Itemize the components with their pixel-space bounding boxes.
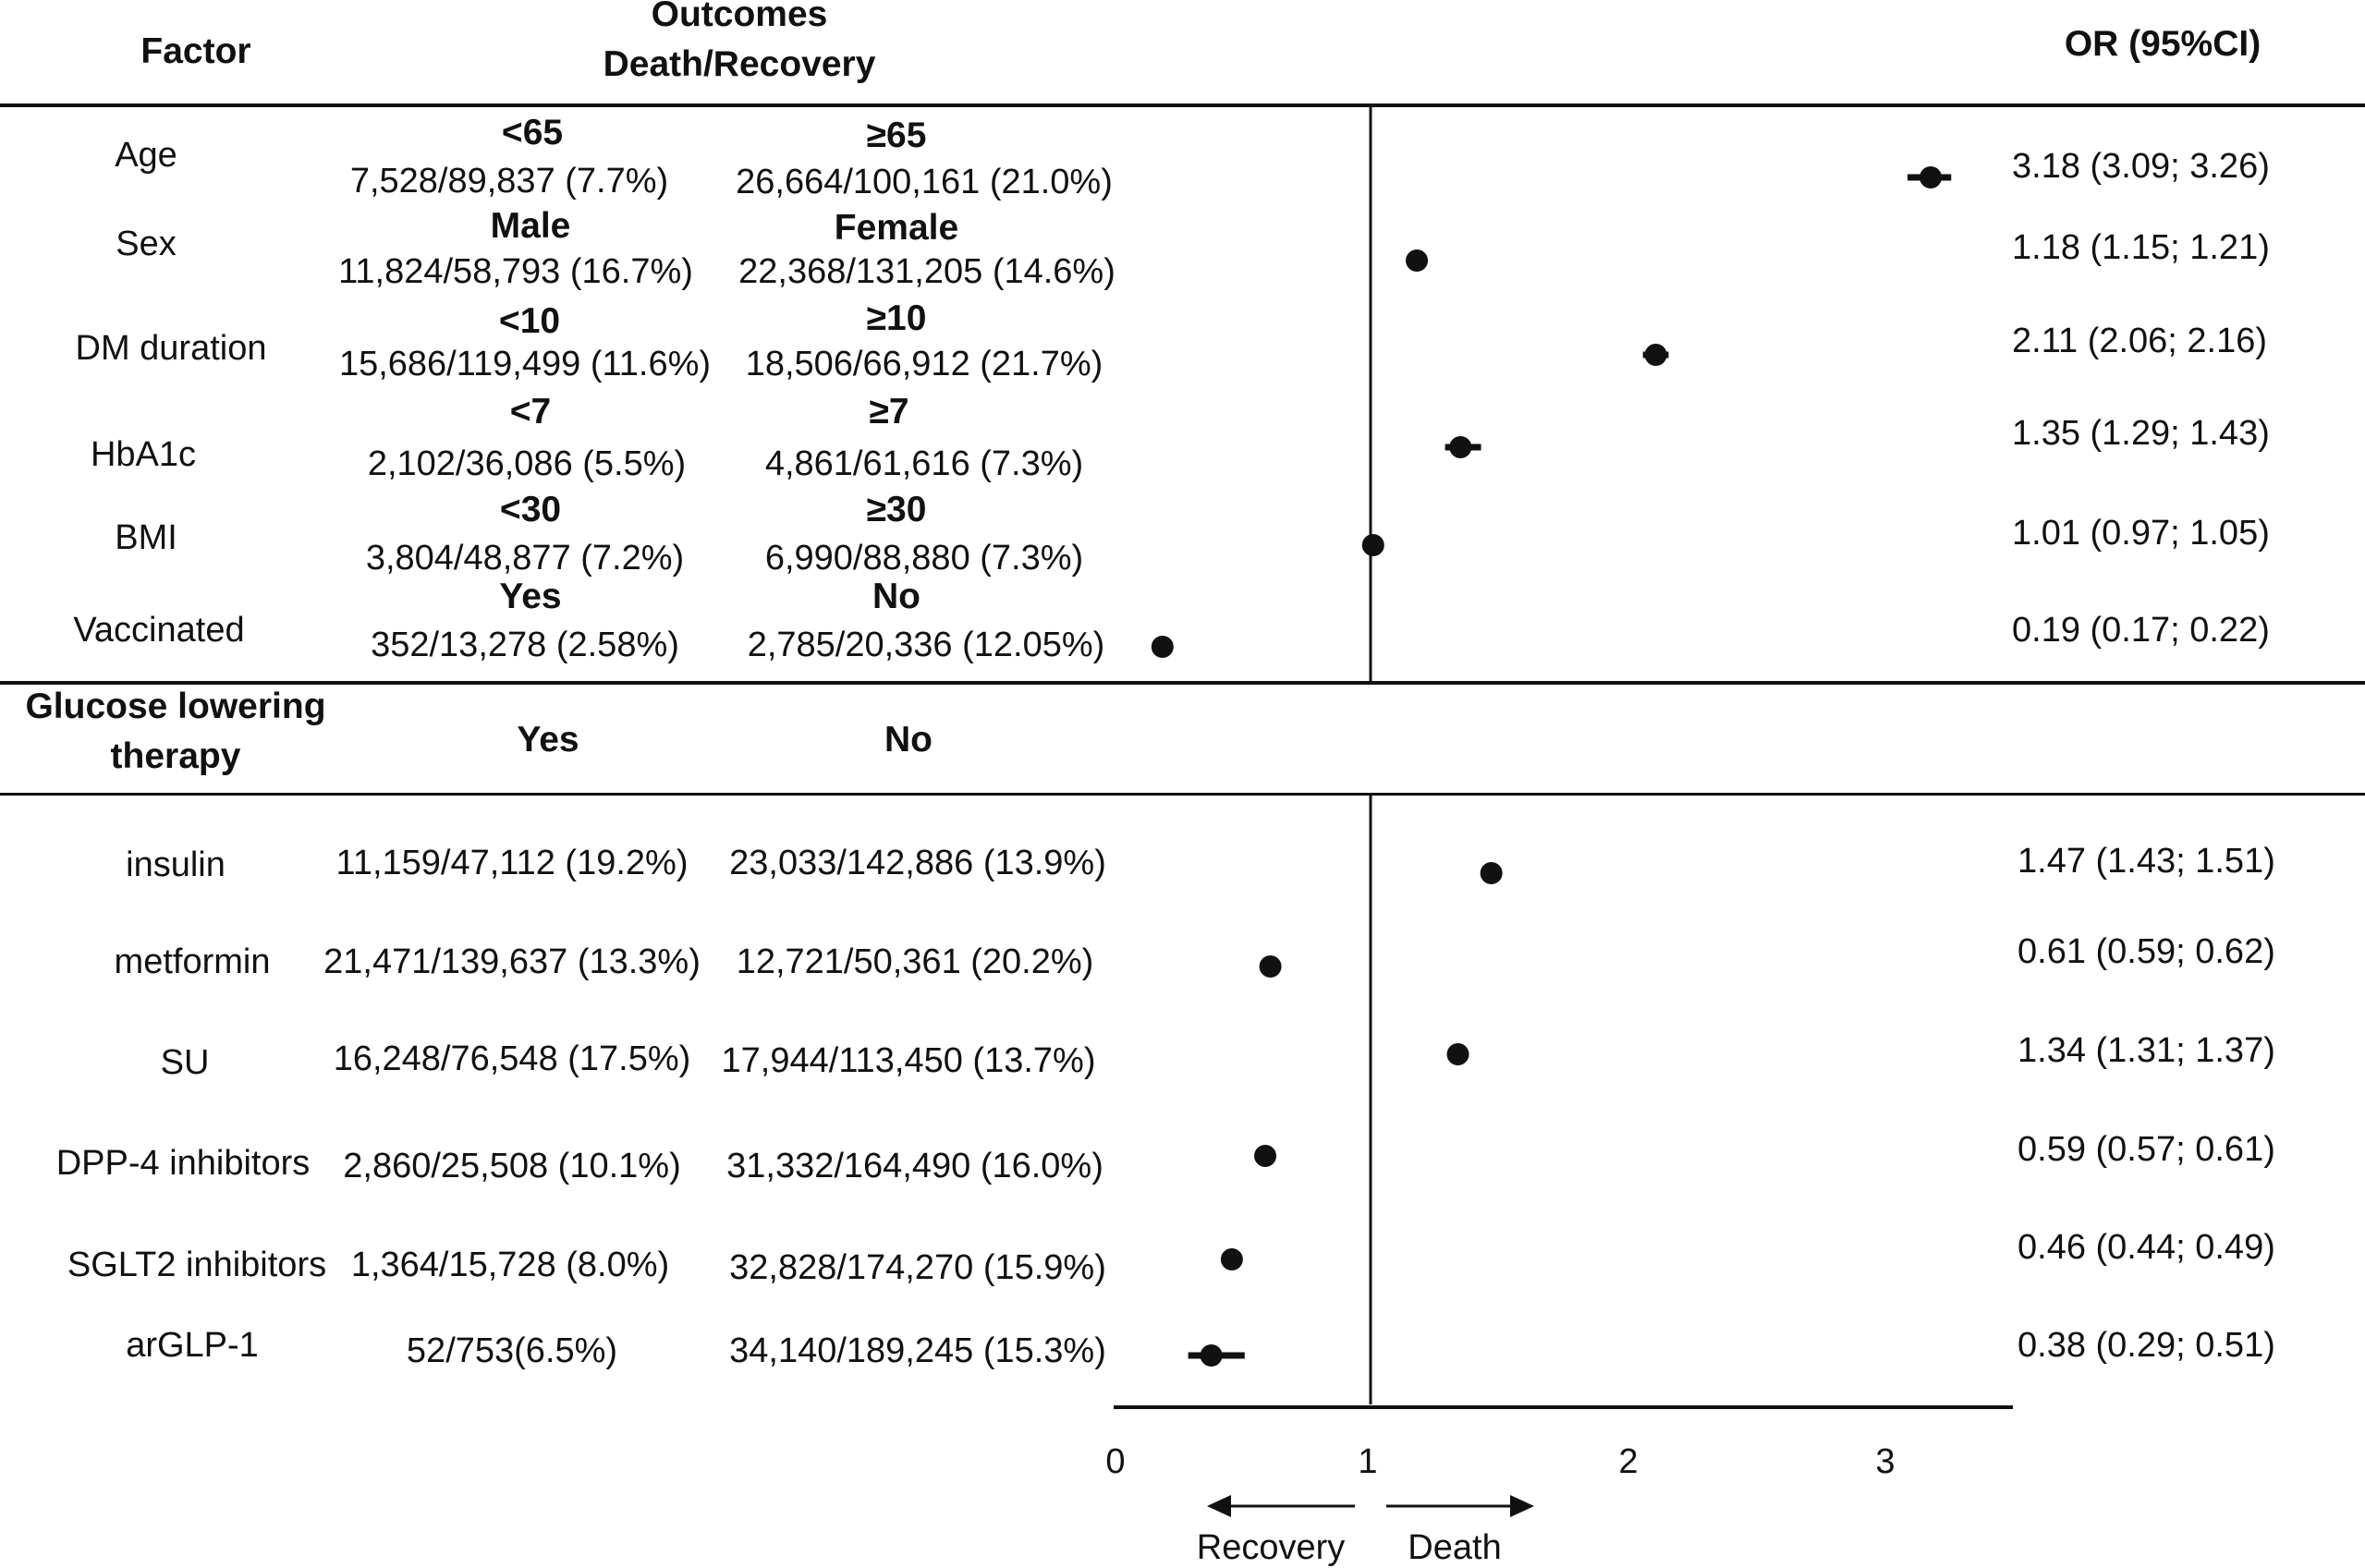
group2-value: 4,861/61,616 (7.3%): [764, 444, 1084, 483]
tick-label-0: 0: [1105, 1442, 1125, 1481]
or-value: 0.59 (0.57; 0.61): [2018, 1130, 2275, 1169]
or-point-hba1c: [1449, 436, 1472, 458]
group1-value: 7,528/89,837 (7.7%): [349, 162, 669, 201]
group2-value: 22,368/131,205 (14.6%): [738, 252, 1115, 291]
no-value: 12,721/50,361 (20.2%): [736, 942, 1094, 981]
yes-value: 2,860/25,508 (10.1%): [343, 1147, 681, 1185]
or-point-su: [1446, 1043, 1469, 1065]
death-label: Death: [1408, 1528, 1501, 1567]
row-factor: DM duration: [75, 329, 267, 368]
or-value: 1.35 (1.29; 1.43): [2012, 414, 2270, 453]
group1-label: <10: [498, 301, 561, 341]
group2-value: 26,664/100,161 (21.0%): [736, 163, 1113, 201]
tick-label-3: 3: [1875, 1442, 1895, 1481]
tick-label-1: 1: [1358, 1442, 1377, 1481]
row-factor: SU: [160, 1043, 210, 1082]
row-factor: insulin: [126, 845, 226, 884]
header-rule: [0, 103, 2365, 107]
group2-value: 6,990/88,880 (7.3%): [764, 539, 1084, 577]
recovery-label: Recovery: [1197, 1528, 1346, 1567]
no-value: 31,332/164,490 (16.0%): [726, 1147, 1103, 1185]
or-value: 2.11 (2.06; 2.16): [2012, 322, 2268, 360]
group2-label: ≥65: [866, 115, 927, 155]
section-rule-bottom: [0, 793, 2365, 796]
yes-value: 21,471/139,637 (13.3%): [323, 942, 701, 981]
or-point-bmi: [1361, 534, 1384, 556]
or-value: 0.61 (0.59; 0.62): [2018, 932, 2275, 971]
section-rule-top: [0, 681, 2365, 685]
yes-value: 16,248/76,548 (17.5%): [333, 1039, 691, 1078]
tick-label-2: 2: [1618, 1442, 1638, 1481]
or-point-dm-duration: [1644, 344, 1667, 366]
or-point-insulin: [1480, 862, 1503, 884]
group1-label: <65: [501, 113, 564, 152]
row-factor: DPP-4 inhibitors: [55, 1144, 311, 1183]
or-value: 1.18 (1.15; 1.21): [2012, 228, 2270, 267]
row-factor: BMI: [115, 518, 177, 557]
group1-label: Yes: [499, 577, 562, 616]
group2-value: 18,506/66,912 (21.7%): [745, 345, 1103, 383]
group1-value: 352/13,278 (2.58%): [371, 626, 679, 664]
or-value: 1.01 (0.97; 1.05): [2012, 514, 2270, 553]
yes-value: 1,364/15,728 (8.0%): [350, 1246, 670, 1284]
outcomes-header: Outcomes: [651, 0, 828, 34]
direction-arrows: Recovery Death: [1197, 1495, 1534, 1567]
yes-value: 52/753(6.5%): [406, 1331, 618, 1370]
group1-label: <30: [499, 490, 562, 529]
no-value: 34,140/189,245 (15.3%): [729, 1331, 1106, 1370]
or-point-vaccinated: [1151, 636, 1174, 658]
or-value: 0.46 (0.44; 0.49): [2018, 1228, 2275, 1267]
no-value: 32,828/174,270 (15.9%): [729, 1248, 1106, 1287]
or-point-age: [1920, 166, 1943, 188]
or-value: 1.34 (1.31; 1.37): [2018, 1031, 2275, 1070]
or-point-dpp-4-inhibitors: [1254, 1145, 1277, 1167]
group1-value: 15,686/119,499 (11.6%): [338, 345, 712, 383]
forest-marks: [1151, 166, 1952, 1367]
group2-label: No: [872, 577, 920, 616]
row-factor: Vaccinated: [73, 611, 245, 650]
or-value: 0.19 (0.17; 0.22): [2012, 611, 2270, 650]
outcomes-subheader: Death/Recovery: [603, 44, 876, 84]
x-axis-ticks: 0 1 2 3: [1105, 1442, 1895, 1481]
no-value: 17,944/113,450 (13.7%): [721, 1041, 1096, 1080]
therapy-col-no: No: [884, 720, 933, 760]
row-factor: metformin: [114, 942, 271, 981]
recovery-arrow-head: [1207, 1495, 1231, 1517]
or-point-sex: [1406, 249, 1429, 272]
group1-label: Male: [490, 206, 571, 246]
therapy-header-line2: therapy: [110, 736, 241, 776]
or-value: 3.18 (3.09; 3.26): [2012, 147, 2270, 186]
therapy-col-yes: Yes: [517, 720, 579, 760]
or-point-sglt2-inhibitors: [1220, 1248, 1243, 1270]
group2-label: ≥30: [866, 490, 927, 529]
or-point-metformin: [1259, 955, 1282, 978]
or-header: OR (95%CI): [2064, 24, 2261, 64]
group1-label: <7: [509, 392, 552, 432]
group1-value: 11,824/58,793 (16.7%): [338, 252, 693, 291]
group2-label: Female: [834, 208, 959, 248]
therapy-header-line1: Glucose lowering: [25, 687, 326, 726]
row-factor: arGLP-1: [126, 1326, 259, 1365]
group1-value: 2,102/36,086 (5.5%): [367, 444, 687, 483]
or-value: 1.47 (1.43; 1.51): [2018, 842, 2275, 881]
or-value: 0.38 (0.29; 0.51): [2018, 1326, 2275, 1365]
no-value: 23,033/142,886 (13.9%): [729, 844, 1106, 882]
or-point-arglp-1: [1200, 1344, 1223, 1367]
row-factor: HbA1c: [90, 435, 197, 474]
row-factor: SGLT2 inhibitors: [67, 1246, 327, 1284]
group1-value: 3,804/48,877 (7.2%): [365, 539, 685, 577]
row-factor: Age: [115, 136, 177, 175]
factor-header: Factor: [140, 31, 251, 71]
group2-label: ≥10: [866, 298, 927, 338]
yes-value: 11,159/47,112 (19.2%): [335, 844, 689, 882]
group2-label: ≥7: [869, 392, 909, 432]
death-arrow-head: [1510, 1495, 1534, 1517]
row-factor: Sex: [116, 225, 177, 263]
group2-value: 2,785/20,336 (12.05%): [747, 626, 1105, 664]
